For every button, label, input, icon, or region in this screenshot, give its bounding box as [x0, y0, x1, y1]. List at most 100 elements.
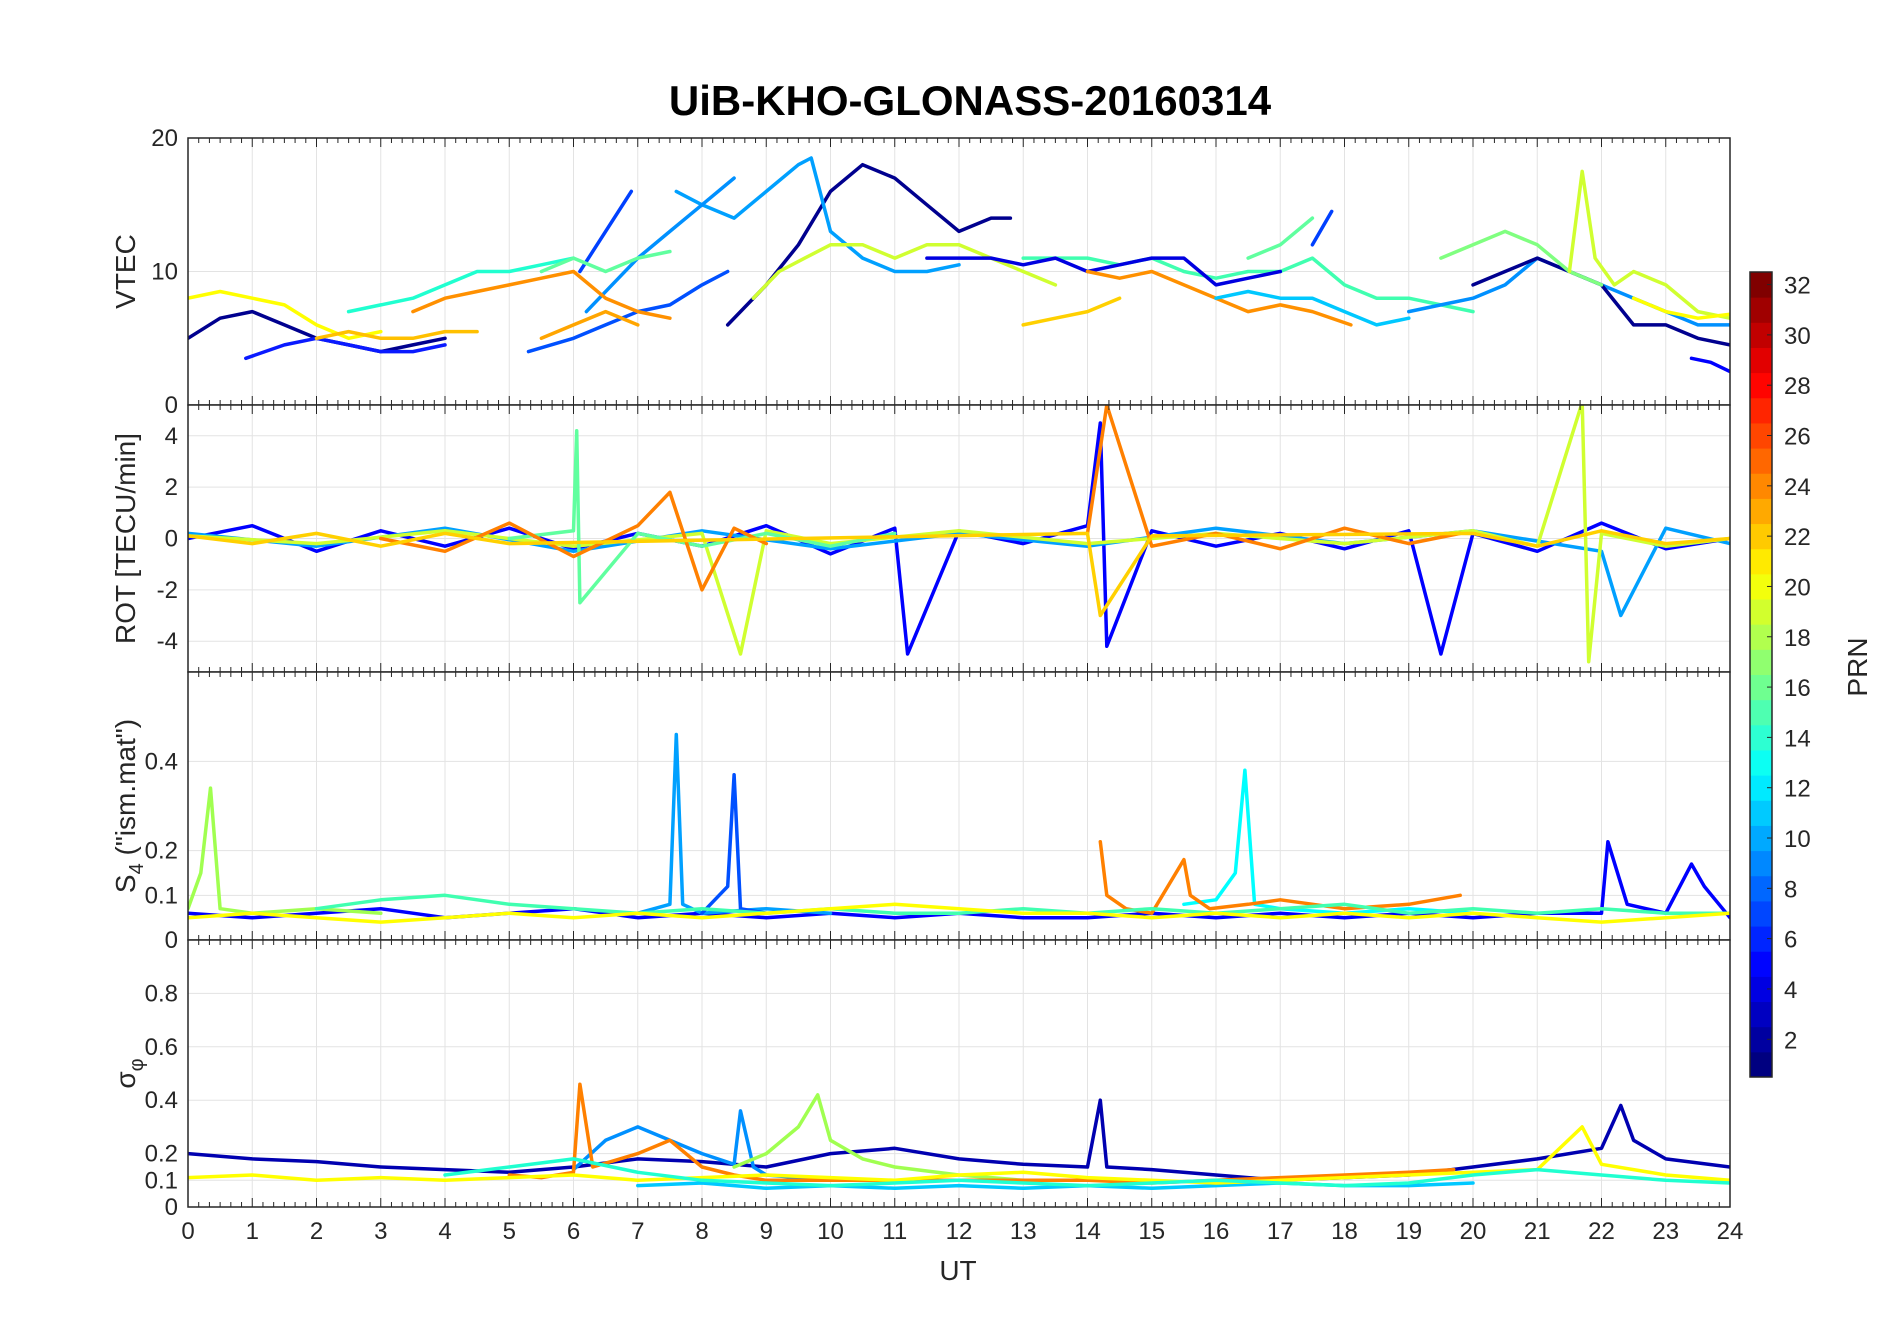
colorbar-tick-label: 26 [1784, 424, 1811, 451]
panel-0-series-prn-10 [674, 156, 961, 274]
x-tick-label: 6 [567, 1218, 580, 1245]
x-tick-label: 1 [246, 1218, 259, 1245]
panel-3-y-tick-label: 0 [165, 1194, 178, 1221]
colorbar-segment [1750, 775, 1772, 801]
colorbar-tick-label: 4 [1784, 977, 1797, 1004]
colorbar-tick-label: 14 [1784, 725, 1811, 752]
panel-3-series-group [188, 1082, 1730, 1191]
colorbar-tick-label: 2 [1784, 1027, 1797, 1054]
colorbar-segment [1750, 900, 1772, 927]
colorbar-segment [1750, 825, 1772, 852]
colorbar-segment [1750, 347, 1772, 374]
colorbar-segment [1750, 573, 1772, 600]
x-tick-label: 16 [1203, 1218, 1230, 1245]
colorbar-segment [1750, 624, 1772, 650]
colorbar-segment [1750, 498, 1772, 525]
colorbar-tick-label: 24 [1784, 474, 1811, 501]
colorbar-segment [1750, 674, 1772, 701]
panel-1-series-prn-24 [379, 490, 769, 592]
x-tick-label: 19 [1395, 1218, 1422, 1245]
panel-0-series-prn-15 [1021, 256, 1475, 314]
colorbar-segment [1750, 1001, 1772, 1028]
panel-0-series-prn-19 [751, 243, 1058, 300]
colorbar-tick-label: 30 [1784, 323, 1811, 350]
colorbar-segment [1750, 749, 1772, 776]
x-tick-label: 14 [1074, 1218, 1101, 1245]
panel-0-series-prn-19 [1567, 169, 1730, 320]
colorbar-tick-label: 28 [1784, 373, 1811, 400]
colorbar-segment [1750, 850, 1772, 877]
x-tick-label: 21 [1524, 1218, 1551, 1245]
panel-2-y-axis-label: S4 ("ism.mat") [110, 719, 148, 893]
panel-3-y-tick-label: 0.8 [145, 980, 178, 1007]
panel-1-y-tick-label: 0 [165, 526, 178, 553]
panel-2-series-prn-10 [636, 732, 833, 915]
panel-0-y-axis-label: VTEC [110, 234, 141, 309]
colorbar-segment [1750, 422, 1772, 449]
panel-0-y-tick-label: 0 [165, 392, 178, 419]
panel-1-series-prn-24 [1085, 405, 1462, 551]
panel-0-y-tick-label: 10 [151, 259, 178, 286]
panel-2-series-prn-7 [700, 772, 769, 915]
x-tick-label: 22 [1588, 1218, 1615, 1245]
panel-1-y-tick-label: -4 [157, 628, 178, 655]
x-tick-label: 7 [631, 1218, 644, 1245]
x-tick-label: 15 [1138, 1218, 1165, 1245]
colorbar-segment [1750, 951, 1772, 977]
colorbar-segment [1750, 976, 1772, 1003]
colorbar-segment [1750, 800, 1772, 826]
colorbar-segment [1750, 397, 1772, 424]
panel-0-series-prn-3 [925, 256, 1283, 287]
x-tick-label: 18 [1331, 1218, 1358, 1245]
colorbar-segment [1750, 649, 1772, 675]
panel-2-series-prn-24 [1098, 839, 1462, 915]
colorbar-tick-label: 18 [1784, 625, 1811, 652]
panel-0-series-prn-20 [188, 289, 383, 341]
colorbar-frame [1749, 271, 1773, 1078]
panel-0-series-prn-14 [346, 256, 576, 314]
x-tick-label: 11 [882, 1218, 907, 1245]
panel-0-series-prn-12 [1214, 289, 1411, 327]
panel-0-series-prn-23 [539, 309, 640, 341]
x-tick-label: 17 [1267, 1218, 1294, 1245]
panel-3-series-prn-14 [443, 1157, 1730, 1188]
colorbar-segment [1750, 473, 1772, 499]
panel-0-series-prn-22 [314, 329, 479, 341]
panel-1-y-tick-label: 2 [165, 474, 178, 501]
x-tick-label: 10 [817, 1218, 844, 1245]
colorbar-segment [1750, 322, 1772, 348]
panel-3-y-tick-label: 0.1 [145, 1167, 178, 1194]
chart-title: UiB-KHO-GLONASS-20160314 [669, 77, 1272, 124]
panel-3-y-axis-label: σφ [110, 1058, 148, 1088]
panel-1-series-group [188, 405, 1730, 664]
panel-1-series-prn-16 [507, 428, 897, 605]
panel-2-series-prn-20 [188, 902, 1730, 924]
colorbar-segment [1750, 297, 1772, 323]
panel-0-series-prn-6 [1310, 209, 1334, 247]
colorbar-segment [1750, 724, 1772, 751]
panel-3-y-tick-label: 0.4 [145, 1087, 178, 1114]
x-tick-label: 4 [438, 1218, 451, 1245]
colorbar-segment [1750, 699, 1772, 726]
colorbar [1750, 272, 1772, 1078]
panel-1-y-axis-label: ROT [TECU/min] [110, 433, 141, 644]
panel-1-y-tick-label: 4 [165, 423, 178, 450]
colorbar-segment [1750, 272, 1772, 298]
panel-3-series-prn-9 [571, 1109, 833, 1183]
panel-0-series-prn-20 [1631, 296, 1730, 320]
panel-0-y-tick-label: 20 [151, 125, 178, 152]
panel-0-series-prn-4 [1689, 356, 1730, 374]
panel-3-y-tick-label: 0.2 [145, 1141, 178, 1168]
x-tick-label: 23 [1652, 1218, 1679, 1245]
panel-0-series-prn-16 [1246, 216, 1315, 260]
x-tick-label: 13 [1010, 1218, 1037, 1245]
panel-2-series-group [188, 732, 1730, 924]
x-tick-label: 9 [760, 1218, 773, 1245]
x-tick-label: 2 [310, 1218, 323, 1245]
panel-2-y-tick-label: 0 [165, 927, 178, 954]
panel-0-series-prn-9 [584, 176, 736, 314]
panel-0-series-prn-17 [1439, 229, 1604, 287]
panel-0-series-prn-5 [244, 336, 447, 361]
x-tick-label: 8 [695, 1218, 708, 1245]
